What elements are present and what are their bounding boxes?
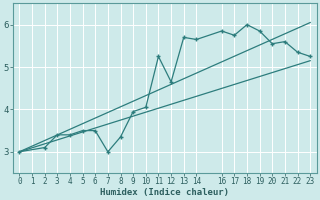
X-axis label: Humidex (Indice chaleur): Humidex (Indice chaleur) (100, 188, 229, 197)
